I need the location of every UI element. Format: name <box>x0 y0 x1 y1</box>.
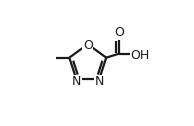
Text: N: N <box>72 75 81 88</box>
Text: OH: OH <box>130 49 149 62</box>
Text: N: N <box>94 75 104 88</box>
Text: O: O <box>114 26 124 39</box>
Text: O: O <box>83 39 93 52</box>
